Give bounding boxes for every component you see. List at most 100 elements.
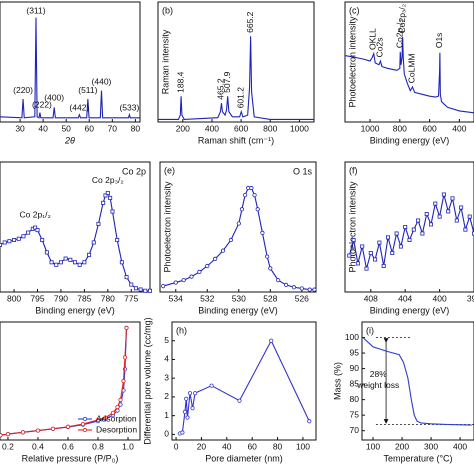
x-tick-label: 40 (38, 123, 48, 133)
x-tick-label: 780 (101, 293, 115, 303)
annotation: 507.9 (222, 71, 232, 93)
panel-caption: Co 2p (122, 166, 146, 176)
plot-frame (0, 1, 141, 123)
x-axis-label: Pore diameter (nm) (205, 453, 283, 463)
legend-marker (82, 416, 88, 422)
y-tick-label: 4 (164, 354, 169, 364)
x-tick-label: 1000 (290, 123, 309, 133)
y-axis-label: Differential pore volume (cc/mg) (142, 317, 152, 444)
data-point (184, 396, 189, 401)
data-point (377, 240, 382, 245)
x-axis-label: Binding energy (eV) (198, 305, 278, 315)
data-line (179, 339, 310, 434)
annotation: (400) (44, 92, 64, 102)
data-point (65, 424, 71, 429)
panel-label: (e) (164, 165, 175, 175)
y-axis-label: Raman intensity (160, 29, 170, 94)
x-tick-label: 0.6 (62, 441, 74, 451)
data-point (268, 266, 273, 271)
panel-label: (f) (349, 165, 358, 175)
annotation: OKLL (367, 28, 377, 50)
data-point (118, 397, 123, 402)
x-tick-label: 785 (77, 293, 91, 303)
data-point (7, 239, 12, 244)
x-tick-label: 40 (222, 441, 232, 451)
data-point (185, 415, 190, 420)
x-tick-label: 400 (205, 123, 219, 133)
data-point (390, 250, 395, 255)
data-point (398, 244, 403, 249)
plot-frame (361, 321, 474, 441)
x-tick-label: 100 (366, 441, 380, 451)
data-point (103, 193, 108, 198)
data-point (96, 221, 101, 226)
data-point (122, 355, 128, 360)
data-point (133, 286, 138, 291)
y-tick-label: 90 (350, 363, 360, 373)
plot-frame (159, 161, 317, 293)
data-point (87, 252, 92, 257)
data-point (110, 209, 115, 214)
data-point (192, 391, 198, 396)
x-tick-label: 795 (30, 293, 44, 303)
data-point (80, 421, 86, 427)
annotation: 665.2 (245, 11, 255, 33)
x-tick-label: 800 (7, 293, 21, 303)
data-point (0, 242, 3, 247)
data-line (163, 187, 315, 291)
y-axis-label: Mass (%) (332, 362, 342, 400)
data-point (190, 406, 195, 411)
y-tick-label: 75 (350, 409, 360, 419)
data-point (16, 236, 21, 241)
data-point (416, 218, 421, 223)
annotation: (222) (32, 100, 52, 110)
legend-label: Adsorption (96, 413, 137, 423)
plot-frame (171, 321, 317, 441)
data-point (381, 263, 386, 268)
data-point (249, 185, 254, 191)
x-axis-label: Binding energy (eV) (35, 305, 115, 315)
data-point (82, 260, 87, 265)
data-point (173, 280, 178, 285)
panel-label: (c) (349, 5, 360, 15)
y-tick-label: 1 (164, 410, 169, 420)
data-point (2, 240, 7, 245)
data-point (364, 266, 369, 271)
annotation: O1s (434, 33, 444, 49)
data-point (424, 211, 429, 216)
data-point (12, 237, 17, 242)
data-point (454, 218, 459, 223)
data-point (428, 222, 433, 227)
x-tick-label: 0.2 (2, 441, 14, 451)
data-point (242, 192, 248, 198)
annotation: weight loss (356, 380, 399, 390)
data-point (129, 282, 134, 287)
data-line (158, 36, 314, 120)
x-tick-label: 400 (433, 293, 447, 303)
data-point (433, 201, 438, 206)
panel: 534 532 530 528 526 Binding energy (eV) Photoe… (159, 161, 317, 315)
y-axis-label: Photoelectron intensity (347, 16, 357, 108)
x-tick-label: 396 (467, 293, 474, 303)
y-tick-label: 80 (350, 394, 360, 404)
data-point (187, 391, 193, 396)
data-point (260, 230, 265, 236)
data-point (252, 192, 257, 198)
annotation: (311) (26, 6, 45, 16)
panel: 200 400 600 800 1000 Raman shift (cm⁻¹) Raman … (157, 1, 315, 145)
y-axis-label: Photoelectron intensity (162, 181, 172, 273)
data-point (403, 224, 408, 229)
annotation: 601.2 (236, 87, 246, 109)
x-tick-label: 1.0 (122, 441, 134, 451)
data-point (347, 253, 352, 258)
data-point (108, 195, 113, 200)
data-point (463, 227, 468, 232)
data-point (228, 237, 234, 243)
data-point (68, 257, 73, 262)
x-axis-label: Binding energy (eV) (370, 135, 450, 145)
x-tick-label: 600 (423, 123, 437, 133)
panel: 800 795 790 785 780 775 Binding energy (eV) Co … (0, 161, 152, 315)
x-tick-label: 60 (85, 123, 95, 133)
